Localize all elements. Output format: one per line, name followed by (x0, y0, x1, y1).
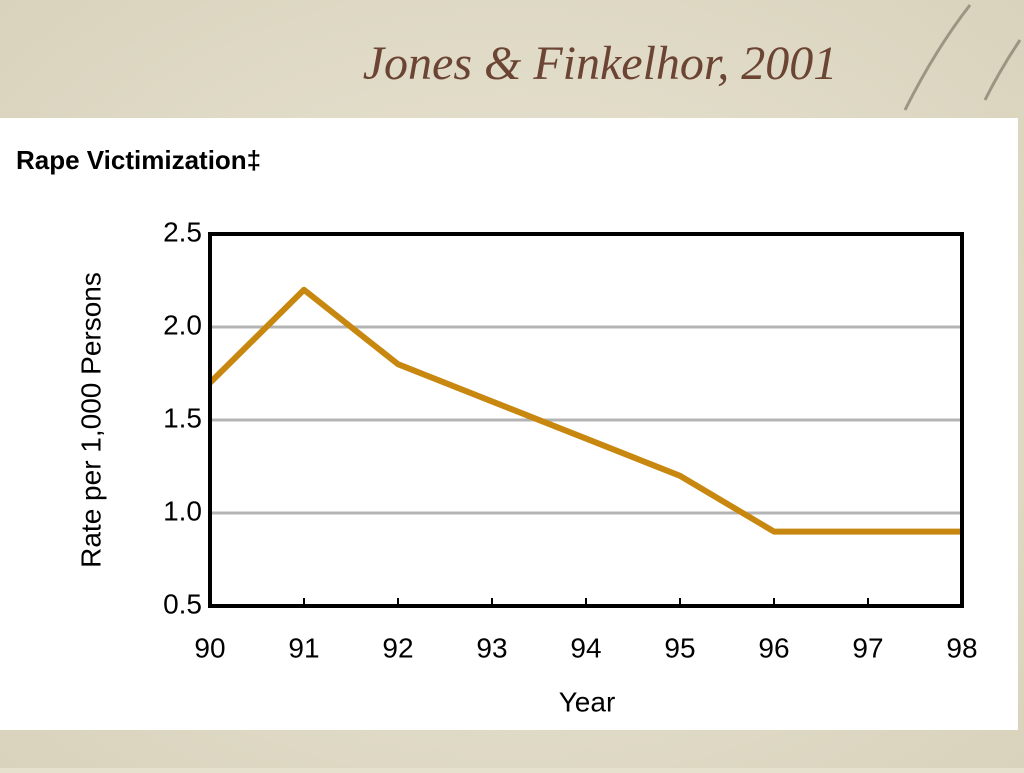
x-tick-label: 90 (194, 632, 225, 663)
chart-panel (0, 118, 1018, 730)
y-tick-label: 2.0 (163, 309, 202, 340)
x-tick-label: 91 (288, 632, 319, 663)
x-tick-label: 98 (946, 632, 977, 663)
x-tick-label: 97 (852, 632, 883, 663)
y-tick-label: 2.5 (163, 216, 202, 247)
y-tick-label: 1.0 (163, 495, 202, 526)
x-tick-label: 95 (664, 632, 695, 663)
x-axis-label: Year (559, 686, 616, 717)
decoration (903, 4, 1022, 111)
plot-frame (208, 232, 964, 608)
y-tick-label: 0.5 (163, 588, 202, 619)
slide-title: Jones & Finkelhor, 2001 (363, 37, 838, 90)
x-tick-label: 94 (570, 632, 601, 663)
y-tick-label: 1.5 (163, 402, 202, 433)
x-tick-label: 92 (382, 632, 413, 663)
y-axis-label: Rate per 1,000 Persons (75, 272, 106, 568)
chart-title: Rape Victimization‡ (16, 145, 261, 175)
data-line (207, 286, 962, 535)
x-tick-label: 96 (758, 632, 789, 663)
x-tick-label: 93 (476, 632, 507, 663)
